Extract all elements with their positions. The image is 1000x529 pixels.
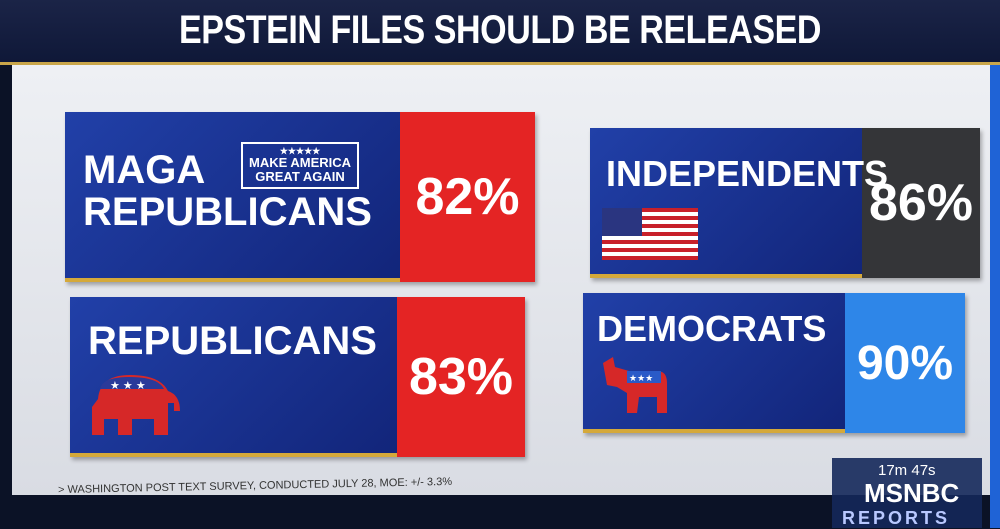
- donkey-stars: ★★★: [629, 373, 653, 383]
- panel: INDEPENDENTS 86%: [590, 128, 980, 278]
- badge-line: MAKE AMERICA: [249, 155, 352, 171]
- title-bar: [0, 0, 1000, 65]
- panel: DEMOCRATS ★★★ 90%: [583, 293, 965, 433]
- panel-label-line: MAGA: [83, 148, 206, 192]
- title: EPSTEIN FILES SHOULD BE RELEASED: [179, 8, 821, 52]
- panel-label-line: INDEPENDENTS: [606, 153, 889, 194]
- badge-line: GREAT AGAIN: [255, 169, 345, 185]
- show: REPORTS: [842, 508, 951, 528]
- gop-elephant: ★ ★ ★: [92, 375, 180, 435]
- panel-label-area: DEMOCRATS ★★★: [583, 293, 845, 433]
- panel-label-line: REPUBLICANS: [83, 190, 372, 234]
- stars: ★★★★★: [279, 146, 321, 156]
- panel: REPUBLICANS ★ ★ ★ 83%: [70, 297, 525, 457]
- panel-value: 90%: [845, 293, 965, 433]
- panel-value: 86%: [862, 128, 980, 278]
- dem-donkey: ★★★: [603, 357, 667, 413]
- panel-label-area: INDEPENDENTS: [590, 128, 888, 278]
- network: MSNBC: [864, 478, 960, 508]
- elephant-stars: ★ ★ ★: [110, 380, 146, 392]
- panel-value: 83%: [397, 297, 525, 457]
- panel-label-line: DEMOCRATS: [597, 308, 827, 349]
- panel-label-area: MAGA REPUBLICANS ★★★★★ MAKE AMERICA GREA…: [65, 112, 400, 282]
- us-flag: [602, 208, 698, 260]
- panel-label-area: REPUBLICANS ★ ★ ★: [70, 297, 397, 457]
- maga-badge: ★★★★★ MAKE AMERICA GREAT AGAIN: [241, 142, 360, 189]
- frame-edge: [990, 0, 1000, 528]
- panel: MAGA REPUBLICANS ★★★★★ MAKE AMERICA GREA…: [65, 112, 535, 282]
- network-logo: 17m 47s MSNBC REPORTS: [832, 458, 982, 528]
- panel-value: 82%: [400, 112, 535, 282]
- panel-label-line: REPUBLICANS: [88, 319, 377, 363]
- timer: 17m 47s: [878, 462, 936, 479]
